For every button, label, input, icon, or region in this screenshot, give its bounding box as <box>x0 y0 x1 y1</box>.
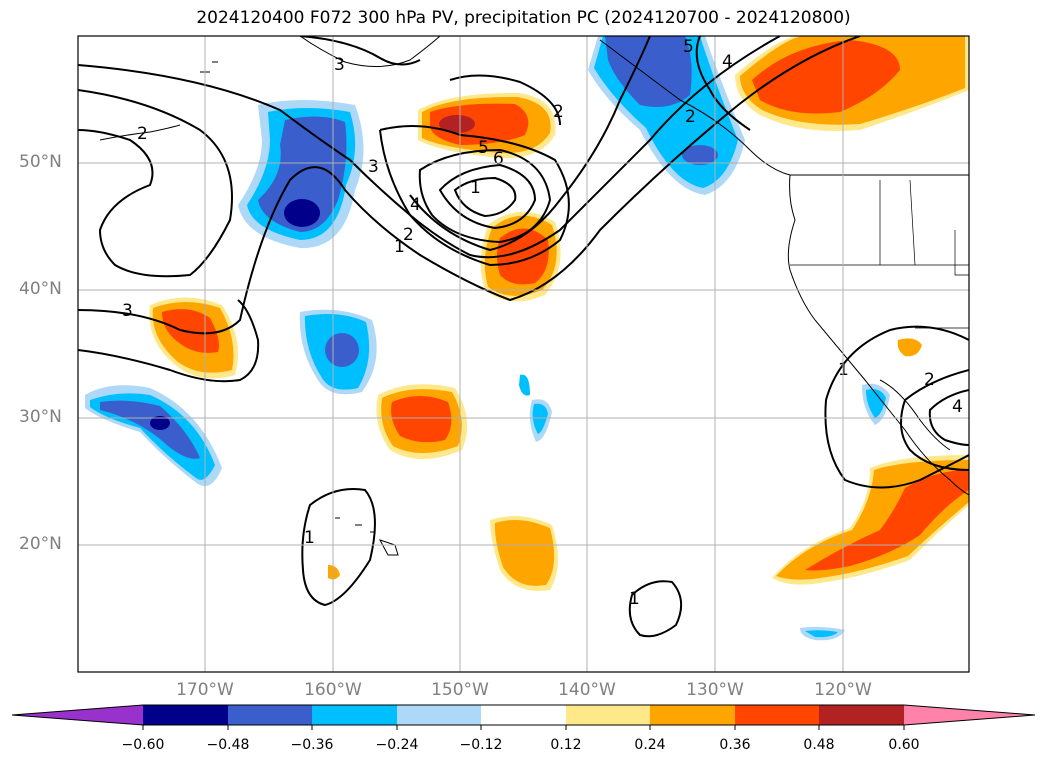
colorbar-tick-label: −0.48 <box>206 737 250 753</box>
pv-contour-6 <box>418 148 552 244</box>
alaska-coast <box>299 36 441 68</box>
pos-anomaly-band-southeast <box>772 455 969 585</box>
colorbar-tick-label: 0.24 <box>634 737 666 753</box>
colorbar-segment <box>566 705 650 725</box>
colorbar-segment <box>228 705 312 725</box>
contour-label: 2 <box>685 107 696 127</box>
colorbar-tick-label: −0.12 <box>459 737 503 753</box>
contour-label: 3 <box>368 157 379 177</box>
contour-label: 4 <box>952 397 963 417</box>
lon-label: 140°W <box>558 680 616 700</box>
colorbar-extend-high <box>904 705 1035 725</box>
pv-contour-4 <box>409 36 651 252</box>
contour-label: 2 <box>924 370 935 390</box>
pv-contour-2-north <box>449 74 561 126</box>
contour-labels: 3 2 3 3 2 5 6 4 2 1 1 2 5 4 1 1 2 4 1 <box>122 37 963 609</box>
colorbar-tick-label: 0.36 <box>719 737 751 753</box>
lat-label: 50°N <box>19 152 62 172</box>
lon-label: 150°W <box>431 680 489 700</box>
colorbar-segment <box>735 705 819 725</box>
colorbar-tick-label: −0.24 <box>375 737 419 753</box>
colorbar-tick-label: 0.48 <box>803 737 835 753</box>
pv-contour-3-west <box>78 299 260 383</box>
lat-label: 40°N <box>19 279 62 299</box>
neg-anomaly-blob-north <box>238 100 364 249</box>
lat-label: 20°N <box>19 534 62 554</box>
pv-contour-6-inner <box>438 163 537 230</box>
contour-label: 1 <box>394 237 405 257</box>
colorbar-tick-label: −0.60 <box>121 737 165 753</box>
lon-label: 160°W <box>304 680 362 700</box>
pos-anomaly-blob-northeast <box>735 36 969 131</box>
lat-label: 30°N <box>19 407 62 427</box>
colorbar <box>11 704 1036 730</box>
pv-contour-5-north <box>695 36 751 131</box>
contour-label: 4 <box>722 52 733 72</box>
contour-label: 1 <box>629 589 640 609</box>
gridlines <box>78 36 969 672</box>
colorbar-segment <box>397 705 481 725</box>
pv-contour-3 <box>78 89 233 278</box>
lon-label: 170°W <box>176 680 234 700</box>
pv-contour-7 <box>453 176 517 218</box>
contour-label: 2 <box>553 102 564 122</box>
neg-anomaly-blob-small <box>519 374 890 641</box>
contour-label: 5 <box>683 37 694 57</box>
contour-label: 2 <box>403 225 414 245</box>
colorbar-segment <box>650 705 735 725</box>
map-title: 2024120400 F072 300 hPa PV, precipitatio… <box>196 8 851 28</box>
contour-label: 5 <box>478 138 489 158</box>
colorbar-tick-label: 0.60 <box>888 737 920 753</box>
lon-label: 120°W <box>814 680 872 700</box>
colorbar-segment <box>312 705 397 725</box>
colorbar-segment <box>819 705 904 725</box>
aleutian-islands <box>99 124 181 141</box>
pv-contour-4-east <box>928 389 969 446</box>
baja-gulf <box>879 379 951 451</box>
colorbar-segment <box>143 705 228 725</box>
neg-anomaly-blob-west <box>85 385 222 486</box>
contour-label: 1 <box>304 528 315 548</box>
map-frame <box>77 35 970 673</box>
precipitation-anomaly-fill <box>85 36 969 641</box>
colorbar-segment <box>481 705 566 725</box>
contour-label: 4 <box>410 195 421 215</box>
colorbar-extend-low <box>12 705 143 725</box>
hawaii-island <box>378 539 399 556</box>
contour-label: 3 <box>334 55 345 75</box>
colorbar-tick-label: −0.36 <box>290 737 334 753</box>
pos-anomaly-blob-center <box>376 384 468 459</box>
pv-contour-1-hawaii <box>301 488 376 607</box>
pos-anomaly-blob-north <box>418 92 556 159</box>
map-layers: 3 2 3 3 2 5 6 4 2 1 1 2 5 4 1 1 2 4 1 <box>78 36 969 672</box>
contour-label: 2 <box>137 124 148 144</box>
colorbar-tick-label: 0.12 <box>550 737 582 753</box>
pv-contour-1-east <box>824 325 969 489</box>
pv-contour-2-east <box>900 369 969 471</box>
pv-contour-2 <box>78 36 781 259</box>
contour-label: 1 <box>470 178 481 198</box>
pv-contour-1 <box>78 36 861 335</box>
contour-label: 3 <box>122 301 133 321</box>
contour-label: 6 <box>493 149 504 169</box>
pv-contour-1-south <box>628 580 683 638</box>
lon-label: 130°W <box>686 680 744 700</box>
pos-anomaly-blob-south <box>328 338 922 591</box>
